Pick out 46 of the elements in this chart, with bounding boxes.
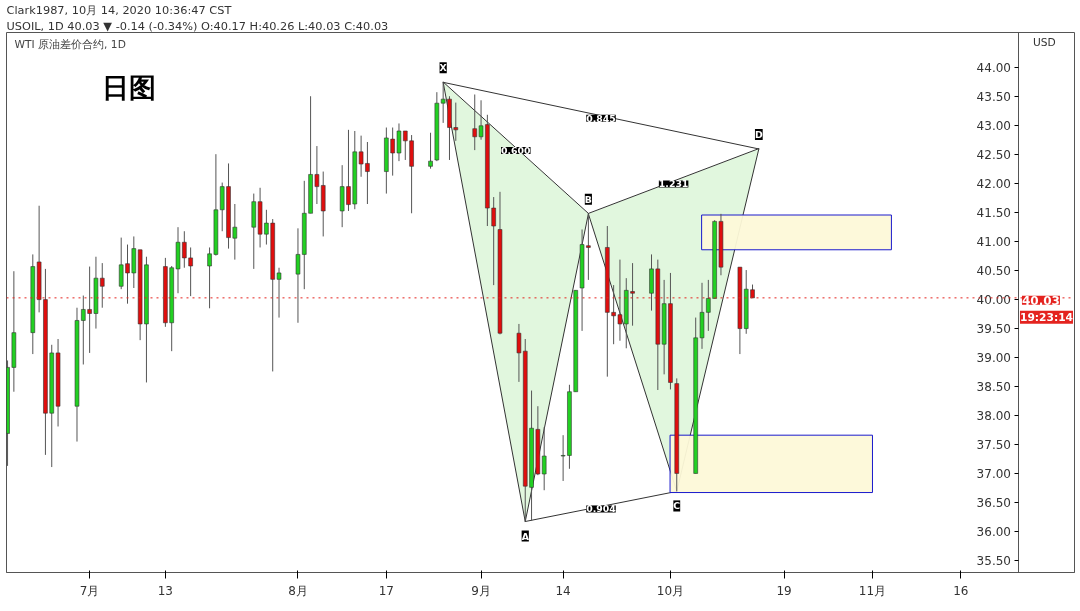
y-tick-label: 41.50	[976, 206, 1011, 221]
text: Clark1987, 10月 14, 2020 10:36:47 CST	[6, 2, 232, 17]
y-tick-label: 44.00	[976, 61, 1011, 76]
x-tick-label: 19	[776, 583, 792, 598]
y-tick-label: 43.50	[976, 90, 1011, 105]
x-tick-label: 10月	[656, 583, 685, 598]
y-tick-label: 35.50	[976, 553, 1011, 568]
text: WTI 原油差价合约, 1D	[14, 37, 126, 51]
y-tick-label: 38.50	[976, 380, 1011, 395]
text: 日图	[101, 71, 156, 103]
x-tick-label: 11月	[858, 583, 887, 598]
candlestick	[428, 132, 433, 170]
annotation: 0.904	[586, 503, 617, 515]
x-tick-label: 13	[157, 583, 174, 598]
annotation: D	[754, 128, 763, 140]
y-tick-label: 40.00	[976, 293, 1011, 308]
candlestick	[541, 426, 547, 491]
ref-line-label: 40.03	[1021, 293, 1060, 308]
annotation: 1.231	[658, 178, 689, 190]
x-tick-label: 17	[378, 583, 394, 598]
y-tick-label: 37.00	[976, 466, 1011, 481]
annotation: USOIL, 1D 40.03 ▼ -0.14 (-0.34%) O:40.17 H:40.26 L:40.03 C:40.03	[6, 18, 389, 33]
annotation: A	[521, 530, 530, 542]
annotation: X	[439, 62, 447, 74]
x-tick-label: 8月	[288, 583, 308, 598]
annotation: 0.845	[586, 112, 616, 124]
y-tick-label: 43.00	[976, 119, 1011, 134]
x-tick-label: 7月	[79, 583, 100, 598]
y-tick-label: 36.50	[976, 495, 1011, 510]
annotation: 0.600	[501, 145, 532, 157]
annotation: 19:23:14	[1019, 310, 1073, 324]
annotation: USD	[1032, 35, 1056, 49]
y-tick-label: 41.00	[976, 235, 1011, 250]
x-tick-label: 16	[953, 583, 969, 598]
y-tick-label: 39.00	[976, 351, 1011, 366]
x-tick-label: 9月	[471, 583, 491, 598]
y-tick-label: 42.00	[976, 177, 1011, 192]
y-tick-label: 38.00	[976, 408, 1011, 423]
annotation: C	[673, 500, 681, 512]
y-tick-label: 42.50	[976, 148, 1011, 163]
y-tick-label: 39.50	[976, 322, 1011, 337]
y-tick-label: 40.50	[976, 264, 1011, 279]
x-tick-label: 14	[555, 583, 571, 598]
y-tick-label: 36.00	[976, 524, 1011, 539]
y-tick-label: 37.50	[976, 437, 1011, 452]
annotation: B	[584, 193, 592, 205]
